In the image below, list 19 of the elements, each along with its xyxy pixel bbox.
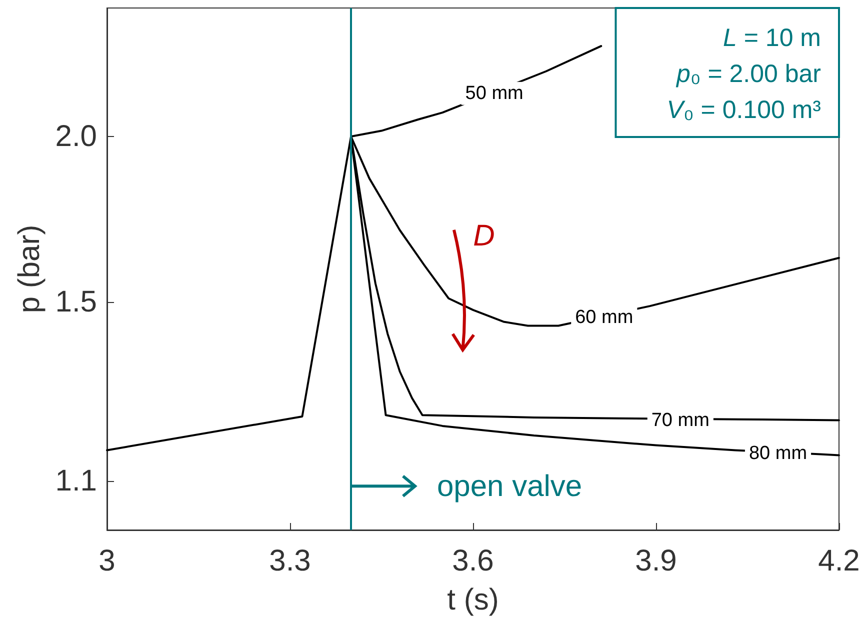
x-tick-label: 3.9: [635, 544, 677, 578]
annotation: D: [473, 220, 495, 253]
series-label: 70 mm: [651, 410, 710, 431]
series-label: 50 mm: [465, 82, 524, 104]
series-label: 80 mm: [748, 443, 808, 464]
annotation: L = 10 m: [723, 24, 821, 52]
y-axis-title: p (bar): [12, 224, 46, 314]
x-axis-title: t (s): [447, 584, 499, 616]
y-tick-label: 2.0: [55, 120, 97, 154]
annotation: p₀ = 2.00 bar: [675, 60, 821, 88]
x-tick-label: 3.6: [452, 544, 494, 578]
x-tick-label: 3.3: [269, 544, 311, 578]
x-tick-label: 4.2: [818, 544, 860, 578]
y-tick-label: 1.5: [55, 286, 97, 319]
x-tick-label: 3: [98, 544, 116, 578]
y-tick-label: 1.1: [55, 464, 97, 498]
annotation: V₀ = 0.100 m³: [666, 96, 821, 124]
series-label: 60 mm: [575, 306, 634, 328]
annotation: open valve: [437, 470, 582, 504]
